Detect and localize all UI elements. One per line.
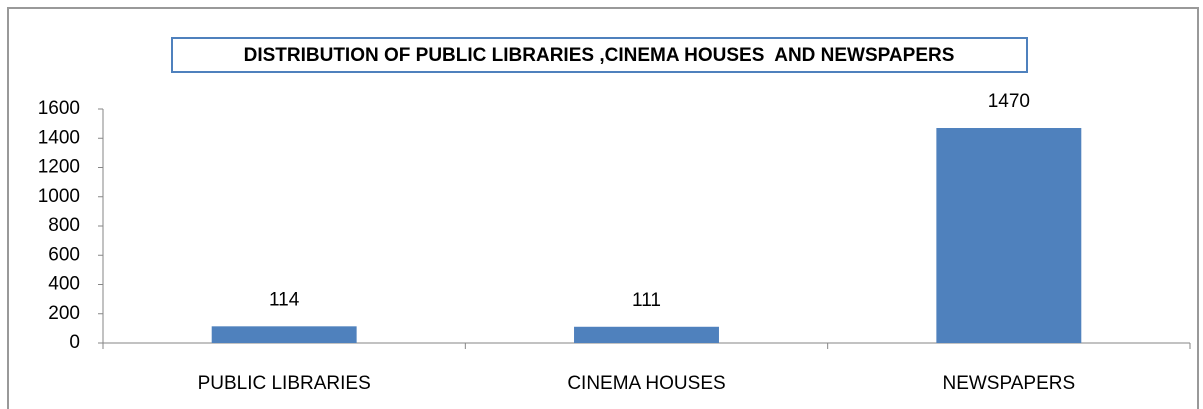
chart-title: DISTRIBUTION OF PUBLIC LIBRARIES ,CINEMA…	[244, 45, 955, 66]
y-tick-label: 1400	[38, 127, 80, 148]
y-tick-label: 200	[48, 303, 80, 324]
y-tick-label: 1200	[38, 157, 80, 178]
x-tick-label: PUBLIC LIBRARIES	[198, 373, 371, 394]
bar	[936, 128, 1082, 343]
y-tick-label: 600	[48, 244, 80, 265]
y-tick-label: 800	[48, 215, 80, 236]
y-tick-label: 0	[69, 332, 80, 353]
data-label: 1470	[988, 91, 1030, 112]
data-label: 114	[269, 289, 300, 310]
bar	[574, 326, 719, 343]
y-tick-label: 1000	[38, 186, 80, 207]
x-tick-label: NEWSPAPERS	[942, 373, 1075, 394]
title-box	[171, 37, 1028, 73]
y-tick-label: 400	[48, 274, 80, 295]
bar	[211, 326, 357, 343]
y-tick-label: 1600	[38, 98, 80, 119]
x-tick-label: CINEMA HOUSES	[567, 373, 725, 394]
data-label: 111	[632, 290, 661, 311]
